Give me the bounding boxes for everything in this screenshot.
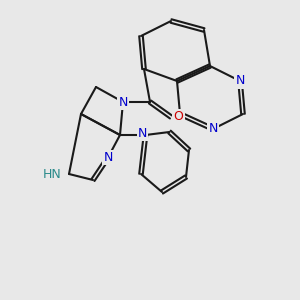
Text: N: N (118, 95, 128, 109)
Text: N: N (103, 151, 113, 164)
Text: HN: HN (43, 167, 61, 181)
Text: N: N (235, 74, 245, 88)
Text: N: N (138, 127, 147, 140)
Text: N: N (208, 122, 218, 136)
Text: O: O (174, 110, 183, 124)
